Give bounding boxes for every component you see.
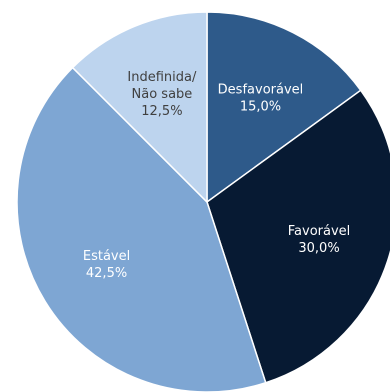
pie-slices (16, 11, 390, 392)
slice-label-0: Desfavorável 15,0% (218, 83, 304, 115)
slice-value-3: 12,5% (141, 104, 182, 119)
pie-labels: Desfavorável 15,0% Favorável 30,0% Estável 42… (83, 70, 350, 281)
slice-label-1: Favorável 30,0% (288, 224, 351, 256)
slice-value-1: 30,0% (298, 241, 339, 256)
pie-slice-0 (206, 11, 362, 204)
slice-name-3: Indefinida/ (127, 70, 197, 85)
slice-name-1: Favorável (288, 224, 351, 239)
slice-name-2: Estável (83, 249, 130, 264)
slice-name-3: Não sabe (132, 87, 193, 102)
slice-label-3: Indefinida/Não sabe 12,5% (127, 70, 197, 119)
pie-slice-1 (206, 89, 390, 384)
slice-value-0: 15,0% (240, 100, 281, 115)
slice-value-2: 42,5% (86, 266, 127, 281)
slice-name-0: Desfavorável (218, 83, 304, 98)
pie-slice-3 (71, 11, 208, 204)
slice-label-2: Estável 42,5% (83, 249, 130, 281)
